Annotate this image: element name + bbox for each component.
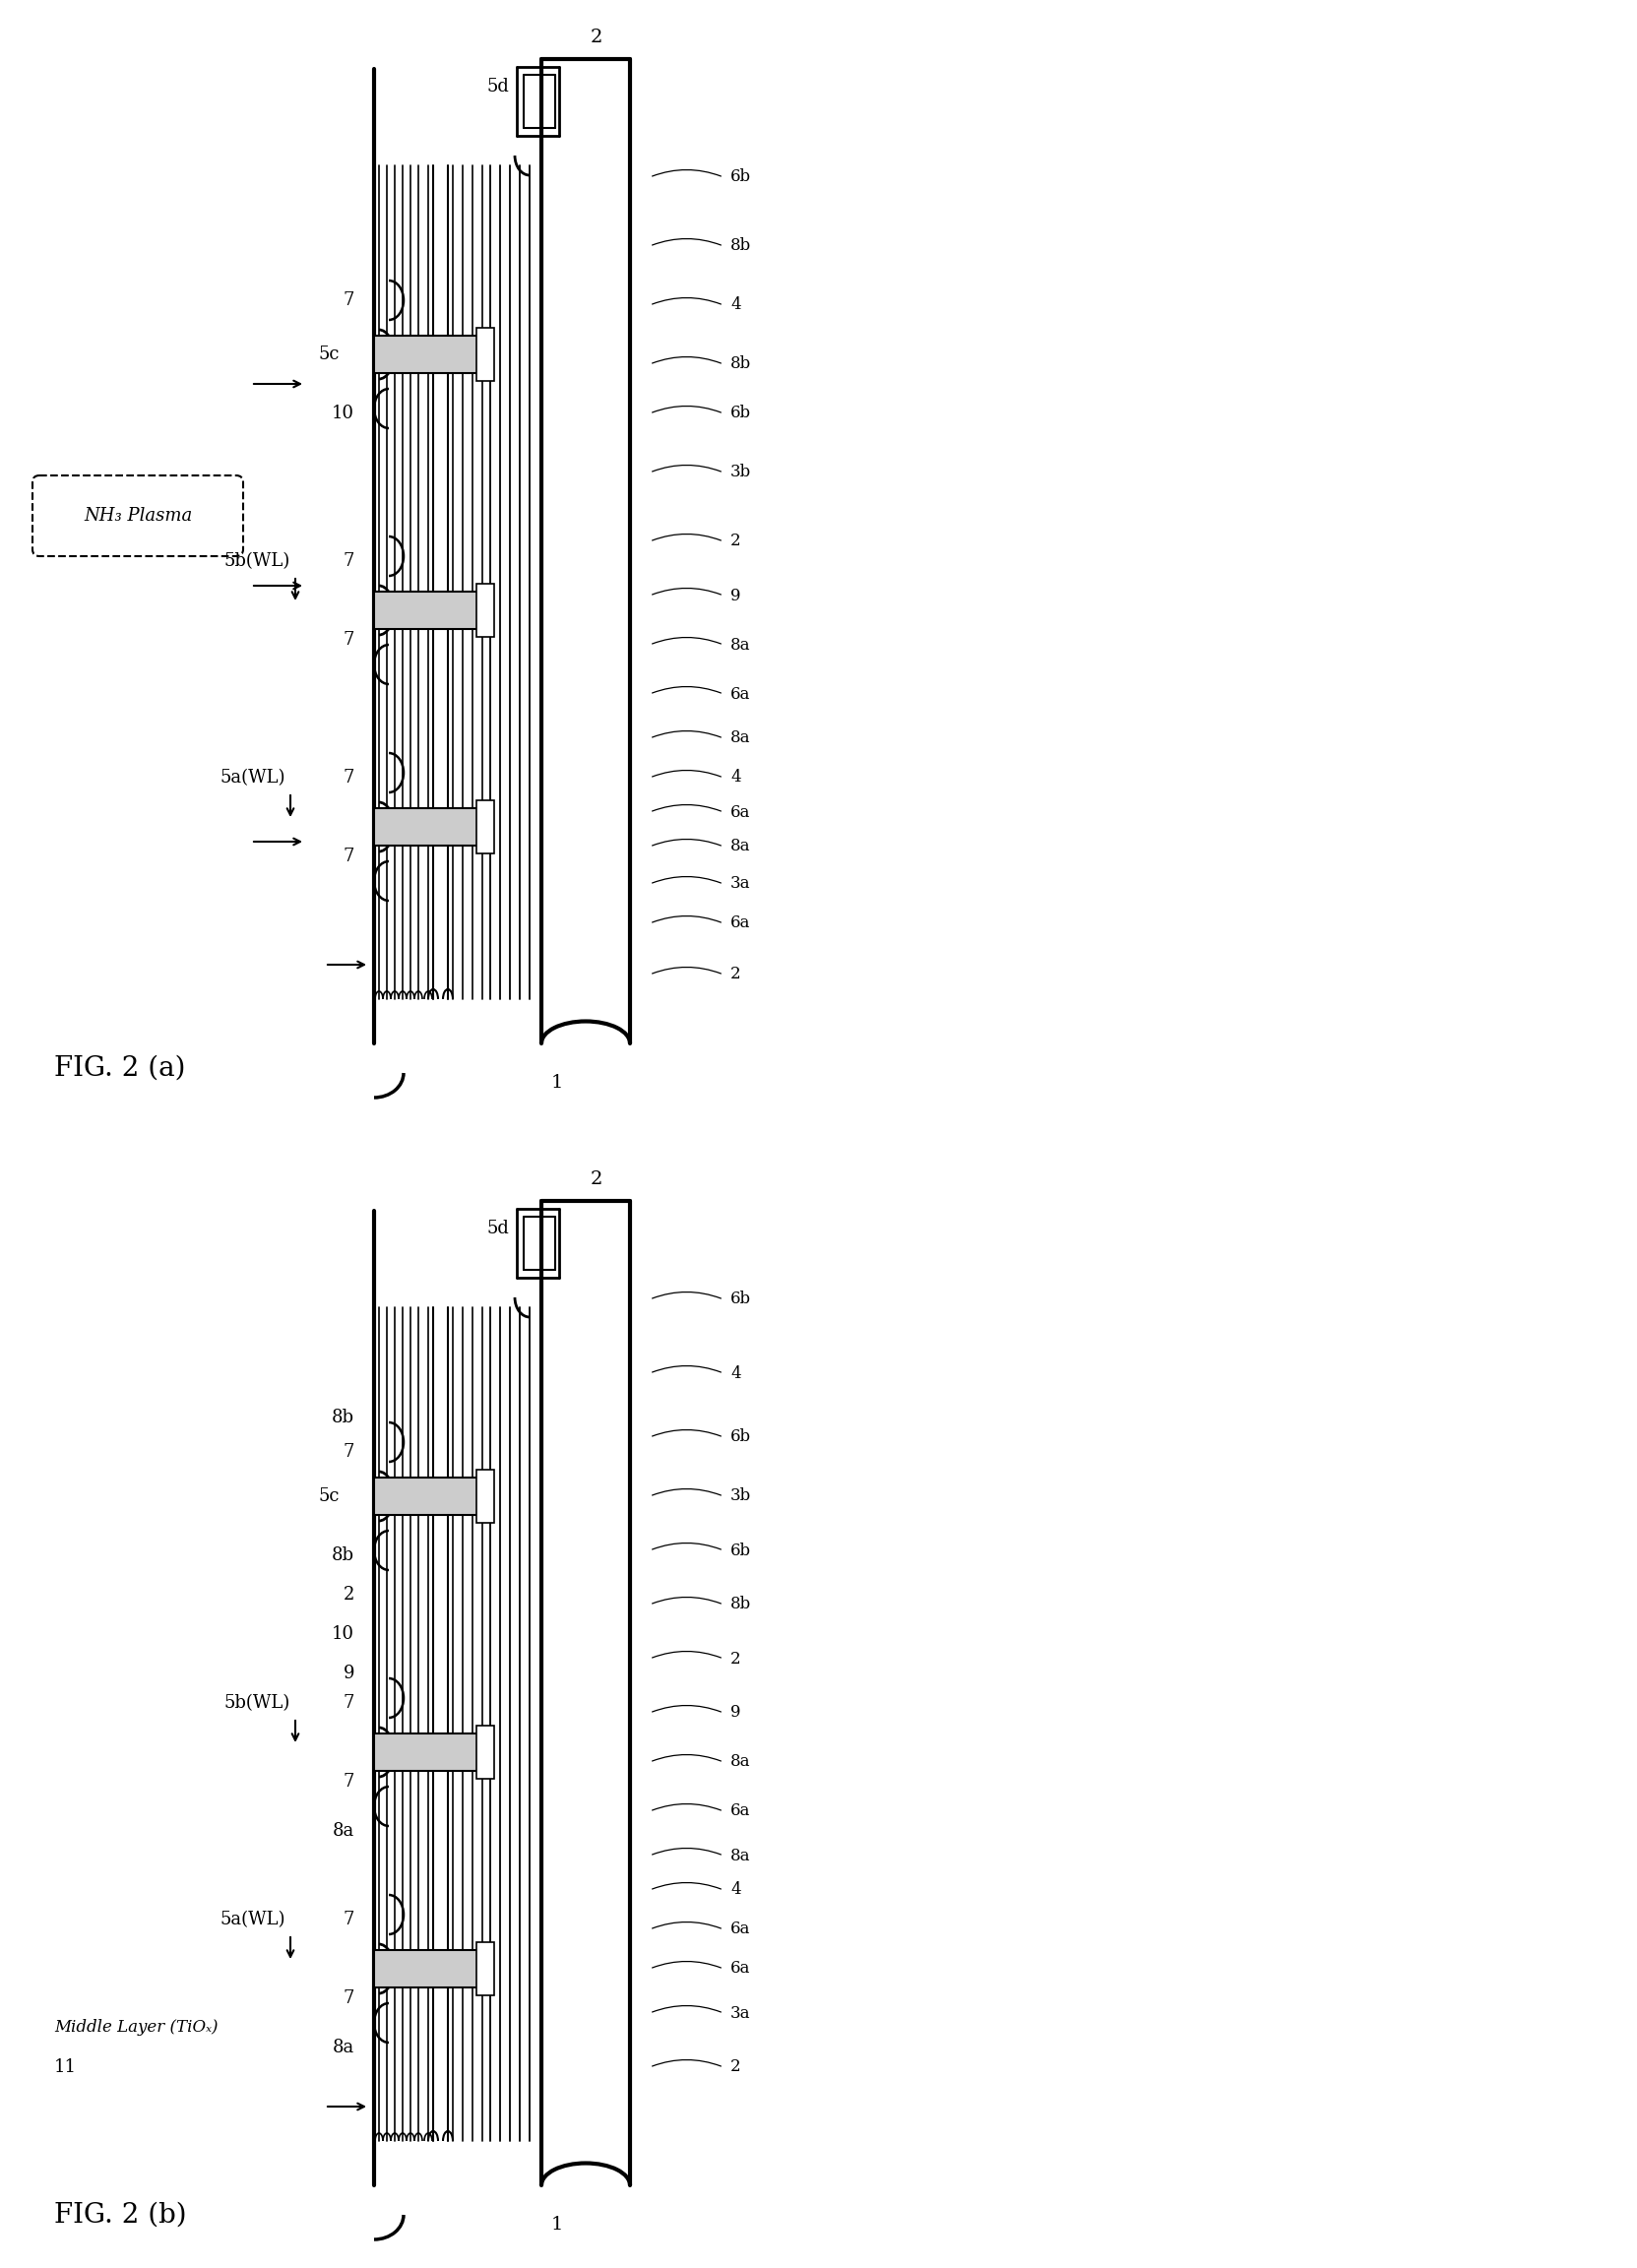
Bar [375, 807, 489, 846]
Text: 8b: 8b [730, 1597, 751, 1613]
Text: 3b: 3b [730, 1488, 751, 1504]
Text: 7: 7 [344, 1774, 354, 1789]
Text: 6b: 6b [730, 1290, 751, 1309]
Text: 9: 9 [730, 1706, 740, 1721]
Text: 4: 4 [730, 1882, 742, 1898]
Bar [375, 1733, 489, 1771]
Text: 2: 2 [730, 533, 742, 549]
Text: 8b: 8b [332, 1408, 354, 1427]
Bar [476, 1726, 494, 1778]
Text: 5a(WL): 5a(WL) [219, 1910, 285, 1928]
Text: 7: 7 [344, 551, 354, 569]
Text: 7: 7 [344, 1910, 354, 1928]
Text: FIG. 2 (b): FIG. 2 (b) [54, 2202, 187, 2227]
Text: Middle Layer (TiOₓ): Middle Layer (TiOₓ) [54, 2019, 218, 2037]
Text: 3b: 3b [730, 465, 751, 481]
Text: 5b(WL): 5b(WL) [224, 1694, 290, 1712]
Bar [375, 336, 489, 372]
Bar [476, 1941, 494, 1996]
Text: 6a: 6a [730, 685, 750, 703]
Text: 2: 2 [591, 1170, 602, 1188]
Bar [476, 329, 494, 381]
Text: 6a: 6a [730, 1960, 750, 1978]
Bar [476, 801, 494, 853]
Text: 8b: 8b [730, 238, 751, 254]
Text: 7: 7 [344, 1442, 354, 1461]
Bar [476, 583, 494, 637]
Text: 7: 7 [344, 769, 354, 787]
Text: 1: 1 [552, 1075, 563, 1091]
Text: 11: 11 [54, 2059, 77, 2075]
Text: 8a: 8a [730, 1753, 751, 1771]
Text: 10: 10 [332, 404, 354, 422]
Text: 8a: 8a [730, 637, 751, 653]
FancyBboxPatch shape [33, 476, 244, 556]
Text: 1: 1 [552, 2216, 563, 2234]
Text: 2: 2 [591, 29, 602, 45]
Text: 7: 7 [344, 1989, 354, 2007]
Text: 5d: 5d [486, 1220, 509, 1238]
Text: 8a: 8a [332, 1821, 354, 1839]
Text: 4: 4 [730, 1365, 742, 1381]
Text: 6a: 6a [730, 914, 750, 932]
Text: 6b: 6b [730, 168, 751, 186]
Text: 6a: 6a [730, 1921, 750, 1937]
Text: 2: 2 [344, 1585, 354, 1603]
Text: 10: 10 [332, 1626, 354, 1642]
Text: 6a: 6a [730, 1803, 750, 1819]
Text: 6a: 6a [730, 803, 750, 821]
Text: 8b: 8b [730, 356, 751, 372]
Text: 9: 9 [344, 1665, 354, 1683]
Text: 2: 2 [730, 966, 742, 982]
Text: 8a: 8a [332, 2039, 354, 2057]
Text: 4: 4 [730, 769, 742, 787]
Bar [375, 592, 489, 628]
Bar [476, 1470, 494, 1522]
Text: 8a: 8a [730, 730, 751, 746]
Text: FIG. 2 (a): FIG. 2 (a) [54, 1055, 185, 1082]
Text: 9: 9 [730, 587, 740, 603]
Text: 5d: 5d [486, 77, 509, 95]
Text: 6b: 6b [730, 1429, 751, 1445]
Text: 4: 4 [730, 297, 742, 313]
Text: 5a(WL): 5a(WL) [219, 769, 285, 787]
Bar [375, 1476, 489, 1515]
Text: 2: 2 [730, 2059, 742, 2075]
Text: NH₃ Plasma: NH₃ Plasma [83, 508, 192, 524]
Text: 5b(WL): 5b(WL) [224, 551, 290, 569]
Text: 7: 7 [344, 848, 354, 866]
Text: 7: 7 [344, 1694, 354, 1712]
Bar [375, 1950, 489, 1987]
Text: 3a: 3a [730, 2005, 751, 2021]
Text: 8a: 8a [730, 839, 751, 855]
Text: 5c: 5c [319, 1488, 339, 1506]
Text: 2: 2 [730, 1651, 742, 1667]
Text: 7: 7 [344, 631, 354, 649]
Text: 5c: 5c [319, 345, 339, 363]
Text: 3a: 3a [730, 875, 751, 891]
Text: 8b: 8b [332, 1547, 354, 1565]
Text: 8a: 8a [730, 1846, 751, 1864]
Text: 6b: 6b [730, 1542, 751, 1558]
Text: 6b: 6b [730, 406, 751, 422]
Text: 7: 7 [344, 290, 354, 308]
